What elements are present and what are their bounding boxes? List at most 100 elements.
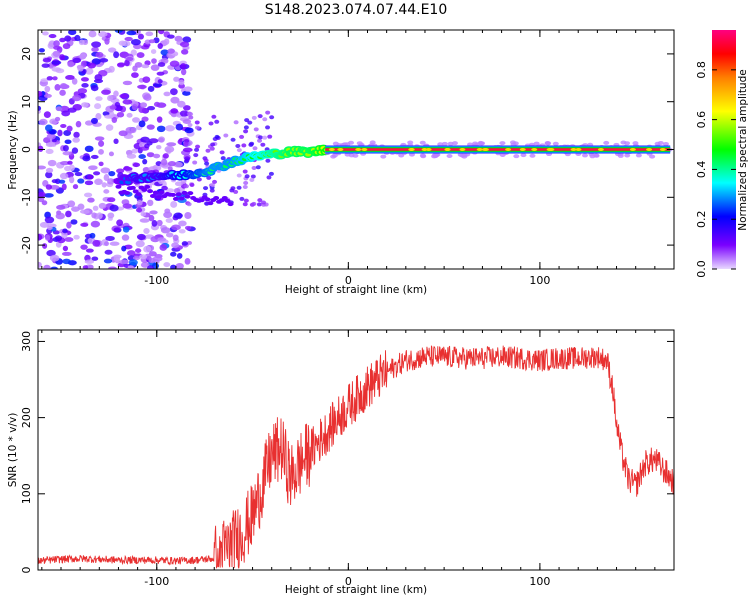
spectrogram-point <box>90 154 99 159</box>
carrier-peak <box>505 148 512 151</box>
spectrogram-point <box>104 249 113 255</box>
carrier-peak <box>548 148 555 151</box>
spectrogram-point <box>147 85 155 92</box>
spectrogram-point <box>134 61 143 68</box>
spectrogram-point <box>146 124 155 130</box>
spectrogram-point <box>68 30 77 36</box>
spectrogram-point <box>138 120 146 128</box>
spectrogram-point <box>44 234 51 241</box>
spectrogram-point <box>66 125 73 132</box>
spectrogram-point <box>146 152 155 158</box>
spectrogram-point <box>62 245 69 252</box>
spectrogram-point <box>66 221 72 229</box>
spectrogram-point <box>80 222 89 227</box>
spectrogram-point <box>467 142 474 147</box>
spectrogram-point <box>437 142 444 147</box>
spectrogram-point <box>166 142 177 147</box>
spectrogram-point <box>143 93 152 101</box>
spectrogram-point <box>79 53 87 60</box>
spectrogram-point <box>65 210 72 218</box>
spectrogram-point <box>81 83 89 88</box>
spectrogram-point <box>257 198 263 203</box>
carrier-peak <box>459 148 466 151</box>
spectrogram-point <box>74 172 83 177</box>
spectrogram-point <box>47 159 57 167</box>
spectrogram-point <box>65 75 75 80</box>
spectrogram-point <box>233 189 239 194</box>
spectrogram-point <box>42 243 48 249</box>
y-tick-label: 20 <box>20 47 33 61</box>
spectrogram-point <box>144 184 151 189</box>
carrier-peak <box>646 148 653 151</box>
colorbar-tick-label: 0.2 <box>695 210 708 228</box>
spectrogram-point <box>184 257 191 265</box>
spectrogram-point <box>122 166 133 171</box>
spectrogram-point <box>126 153 137 159</box>
spectrogram-point <box>62 228 68 234</box>
spectrogram-point <box>43 93 52 98</box>
spectrogram-point <box>461 154 468 159</box>
spectrogram-point <box>103 174 110 181</box>
spectrogram-point <box>145 31 154 37</box>
spectrogram-point <box>170 192 177 197</box>
spectrogram-point <box>68 164 75 172</box>
spectrogram-point <box>125 126 136 134</box>
spectrogram-point <box>148 214 155 222</box>
spectrogram-point <box>242 202 248 207</box>
spectrogram-point <box>170 201 178 208</box>
spectrogram-point <box>53 45 61 50</box>
spectrogram-point <box>139 102 148 108</box>
spectrogram-point <box>544 141 551 146</box>
spectrogram-point <box>118 130 128 137</box>
spectrogram-point <box>64 237 74 242</box>
spectrogram-point <box>243 180 249 185</box>
spectrogram-point <box>178 229 186 234</box>
spectrogram-point <box>73 131 80 139</box>
spectrogram-point <box>77 178 85 184</box>
spectrogram-point <box>419 140 426 145</box>
y-tick-label: 0 <box>20 567 33 574</box>
spectrogram-point <box>181 190 188 195</box>
spectrogram-point <box>241 143 247 148</box>
spectrogram-point <box>156 125 166 133</box>
spectrogram-point <box>509 140 516 145</box>
spectrogram-point <box>451 141 458 146</box>
spectrogram-point <box>127 265 135 269</box>
spectrogram-point <box>40 78 49 83</box>
spectrogram-point <box>265 158 271 163</box>
x-tick-label: 0 <box>345 274 352 287</box>
spectrogram-point <box>47 225 53 230</box>
spectrogram-point <box>126 250 136 257</box>
spectrogram-point <box>75 120 82 128</box>
spectrogram-point <box>207 201 214 206</box>
spectrogram-point <box>204 161 210 166</box>
spectrogram-point <box>132 117 140 123</box>
spectrogram-point <box>113 51 120 59</box>
spectrogram-point <box>128 259 138 266</box>
spectrogram-point <box>624 153 631 158</box>
y-tick-label: 10 <box>20 95 33 109</box>
spectrogram-point <box>113 138 119 145</box>
spectrogram-point <box>59 82 68 90</box>
spectrogram-point <box>67 200 76 208</box>
spectrogram-point <box>243 198 249 203</box>
spectrogram-point <box>170 108 179 114</box>
spectrogram-point <box>106 197 116 203</box>
spectrogram-point <box>242 184 248 189</box>
spectrogram-point <box>170 251 177 257</box>
spectrogram-point <box>203 158 209 163</box>
spectrogram-point <box>262 117 268 122</box>
spectrogram-point <box>148 138 159 144</box>
carrier-peak <box>408 148 415 151</box>
spectrogram-point <box>45 167 54 174</box>
spectrogram-point <box>55 212 65 220</box>
spectrogram-point <box>159 244 168 251</box>
spectrogram-point <box>156 219 163 227</box>
spectrogram-point <box>250 174 256 179</box>
spectrogram-point <box>446 153 453 158</box>
spectrogram-point <box>175 123 184 131</box>
spectrogram-point <box>77 65 84 72</box>
spectrogram-point <box>107 95 114 102</box>
spectrogram-point <box>206 175 212 180</box>
